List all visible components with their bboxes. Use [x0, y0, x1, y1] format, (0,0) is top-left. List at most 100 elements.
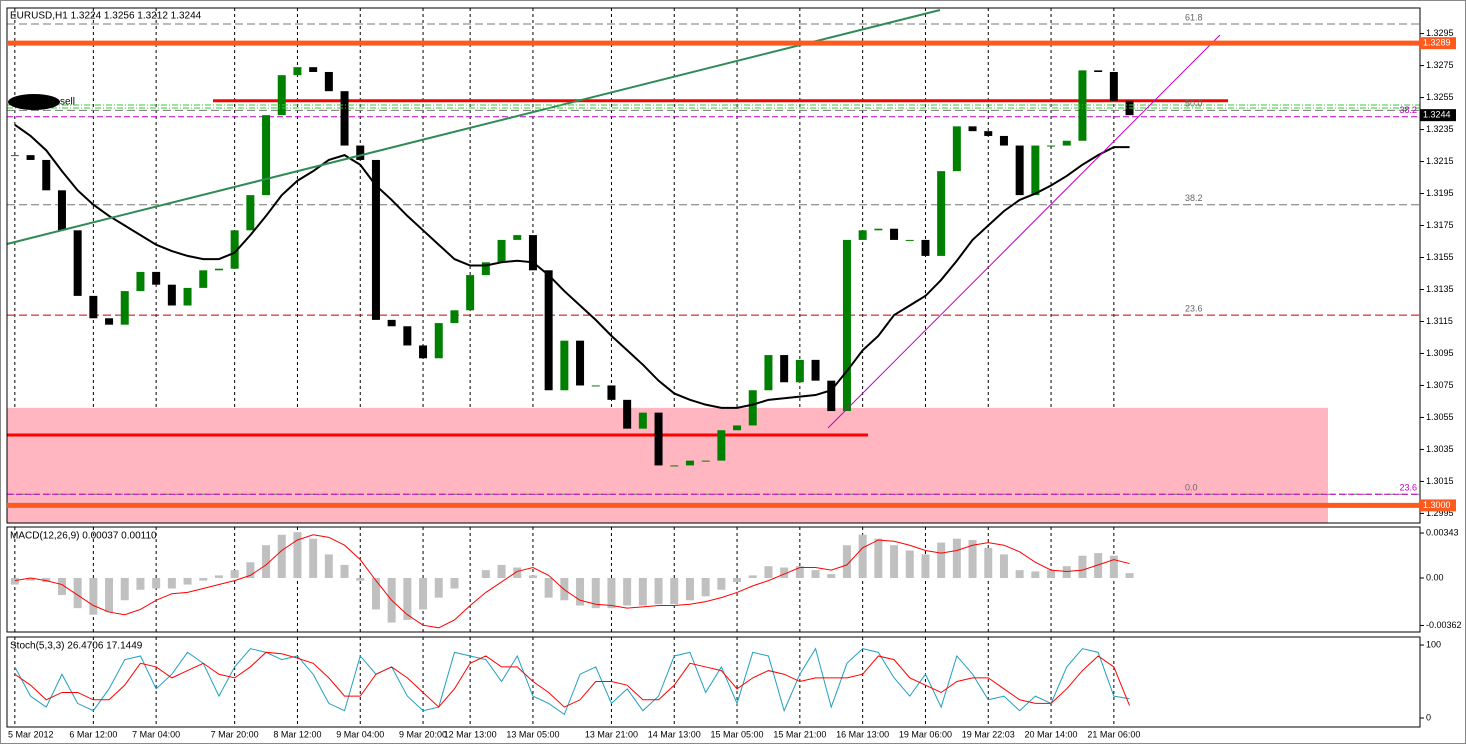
macd-bar [999, 554, 1008, 578]
y-tick-label: 1.3055 [1426, 412, 1454, 422]
macd-bar [795, 566, 804, 578]
macd-bar [497, 564, 506, 578]
candle [921, 239, 930, 256]
candle [528, 235, 537, 271]
macd-bar [874, 538, 883, 578]
x-tick-label: 15 Mar 05:00 [711, 729, 764, 739]
macd-bar [937, 542, 946, 578]
x-tick-label: 15 Mar 21:00 [773, 729, 826, 739]
macd-bar [1078, 555, 1087, 578]
macd-bar [591, 577, 600, 609]
candle [167, 284, 176, 306]
redaction [8, 94, 60, 110]
macd-bar [607, 577, 616, 609]
macd-bar [811, 570, 820, 578]
annotation: sell [60, 97, 75, 108]
macd-bar [309, 538, 318, 578]
panel-title: MACD(12,26,9) 0.00037 0.00110 [10, 531, 157, 542]
macd-bar [42, 577, 51, 582]
candle [827, 380, 836, 412]
candle [262, 115, 271, 196]
macd-bar [10, 577, 19, 585]
macd-bar [780, 567, 789, 578]
candle [607, 385, 616, 400]
macd-bar [167, 577, 176, 589]
fib-label: 50.0 [1185, 99, 1203, 109]
candle [968, 126, 977, 132]
candle [1047, 145, 1056, 147]
candle [293, 67, 302, 76]
candle [371, 159, 380, 320]
fib-label: 0.0 [1185, 483, 1198, 493]
macd-bar [262, 545, 271, 578]
fib-label: 38.2 [1185, 193, 1203, 203]
candle [1062, 140, 1071, 146]
y-tick-label: 1.3195 [1426, 188, 1454, 198]
price-tag-label: 1.3244 [1423, 110, 1451, 120]
x-tick-label: 7 Mar 04:00 [132, 729, 180, 739]
candle [717, 430, 726, 461]
y-tick-label: 1.3135 [1426, 284, 1454, 294]
signal-line [14, 534, 1130, 629]
panel-frame [6, 526, 1421, 633]
x-tick-label: 9 Mar 04:00 [336, 729, 384, 739]
oscillator-line [14, 647, 1130, 716]
candle [73, 230, 82, 296]
candle [748, 390, 757, 426]
y-tick-label: 1.3215 [1426, 156, 1454, 166]
candle [591, 385, 600, 387]
candle [623, 399, 632, 429]
x-tick-label: 19 Mar 22:03 [962, 729, 1015, 739]
y-tick-label: 1.2995 [1426, 508, 1454, 518]
candle [57, 190, 66, 231]
macd-bar [136, 577, 145, 590]
macd-bar [73, 577, 82, 609]
macd-bar [544, 577, 553, 598]
macd-bar [717, 577, 726, 590]
candle [874, 228, 883, 231]
candle [654, 412, 663, 466]
y-tick-label: 1.3115 [1426, 316, 1453, 326]
candle [513, 235, 522, 240]
candle [1078, 70, 1087, 141]
price-tag [1420, 37, 1456, 50]
candle [105, 318, 114, 325]
y-tick-label: 1.3275 [1426, 60, 1454, 70]
candle [120, 291, 129, 325]
macd-bar [952, 538, 961, 578]
candle [230, 230, 239, 269]
x-tick-label: 6 Mar 12:00 [69, 729, 117, 739]
candle [858, 230, 867, 240]
macd-bar [890, 545, 899, 578]
macd-bar [748, 575, 757, 578]
candle [309, 67, 318, 72]
candle [419, 345, 428, 359]
macd-bar [230, 570, 239, 578]
candle [1015, 145, 1024, 196]
chart-title: EURUSD,H1 1.3224 1.3256 1.3212 1.3244 [10, 11, 202, 22]
macd-bar [670, 577, 679, 605]
candle [811, 359, 820, 381]
x-tick-label: 8 Mar 12:00 [273, 729, 321, 739]
candle [795, 359, 804, 383]
candle [403, 326, 412, 346]
x-tick-label: 21 Mar 06:00 [1087, 729, 1140, 739]
macd-bar [26, 577, 35, 581]
fib-label: 38.2 [1399, 105, 1417, 115]
fib-label: 23.6 [1399, 483, 1417, 493]
panel-title: Stoch(5,3,3) 26.4706 17.1449 [10, 641, 143, 652]
candle [387, 319, 396, 327]
trend-line [6, 9, 941, 245]
x-tick-label: 5 Mar 2012 [8, 729, 54, 739]
candle [1094, 70, 1103, 72]
y-tick-label: 1.3255 [1426, 92, 1454, 102]
macd-bar [105, 577, 114, 613]
macd-bar [921, 554, 930, 578]
y-tick-label: 1.3035 [1426, 444, 1454, 454]
candle [42, 159, 51, 191]
x-tick-label: 9 Mar 20:00 [399, 729, 447, 739]
macd-bar [905, 550, 914, 578]
macd-bar [528, 575, 537, 578]
candle [152, 271, 161, 285]
candle [685, 460, 694, 466]
